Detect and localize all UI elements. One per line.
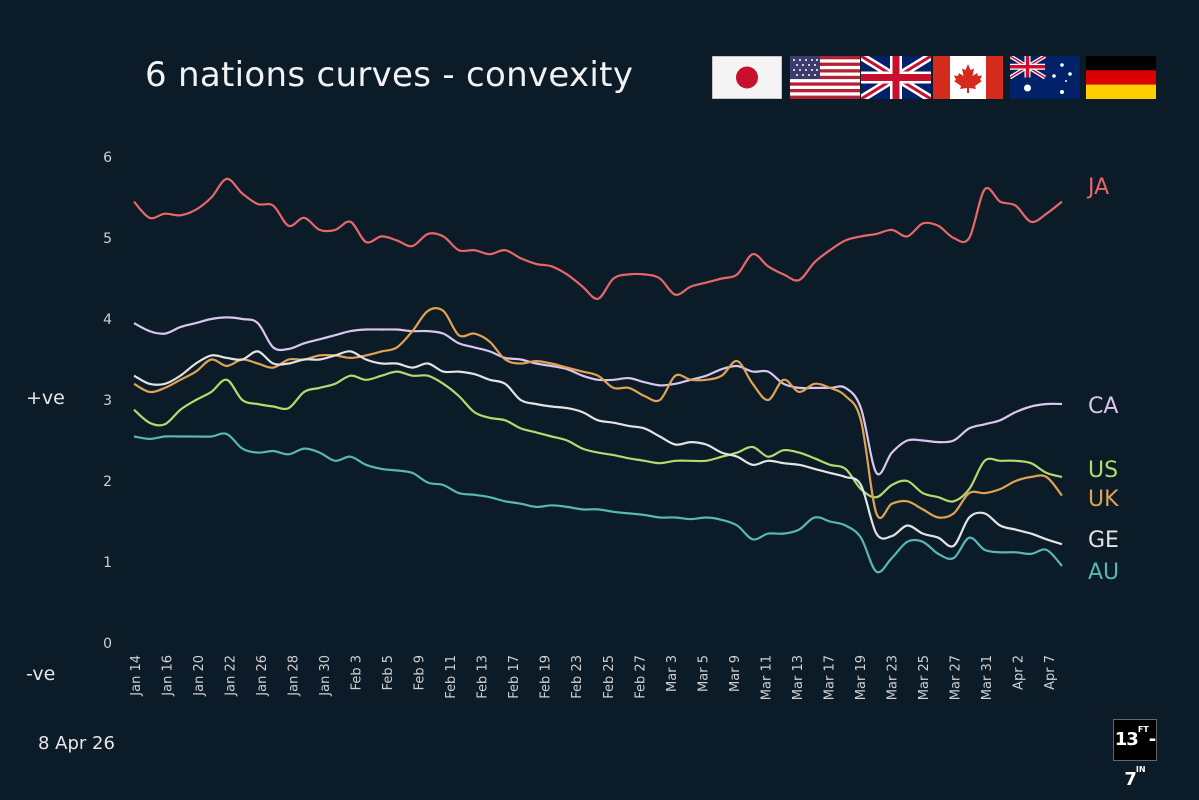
y-tick-label: 6	[103, 150, 112, 166]
logo-main: 13	[1114, 729, 1139, 750]
x-tick-label: Mar 13	[791, 655, 806, 700]
logo-dash: -	[1148, 729, 1157, 750]
y-tick-label: 1	[103, 555, 112, 571]
x-tick-label: Feb 11	[444, 655, 459, 699]
japan-flag-icon	[712, 56, 782, 99]
positive-label: +ve	[26, 387, 65, 409]
uk-flag-icon	[861, 56, 931, 99]
y-tick-label: 4	[103, 312, 112, 328]
series-line-au	[133, 432, 1063, 574]
x-tick-label: Jan 20	[192, 655, 207, 697]
series-line-ca	[133, 316, 1063, 476]
x-tick-label: Feb 25	[602, 655, 617, 699]
series-line-ja	[133, 177, 1063, 300]
y-tick-label: 5	[103, 231, 112, 247]
x-tick-label: Mar 27	[948, 655, 963, 700]
series-label-uk: UK	[1088, 487, 1119, 512]
x-tick-label: Jan 26	[255, 655, 270, 697]
usa-flag-icon	[790, 56, 860, 99]
y-tick-label: 3	[103, 393, 112, 409]
x-tick-label: Jan 22	[224, 655, 239, 697]
page-title: 6 nations curves - convexity	[145, 55, 634, 95]
x-tick-label: Mar 17	[822, 655, 837, 700]
brand-logo: 13FT-7IN	[1113, 719, 1157, 790]
logo-sup1: FT	[1137, 725, 1149, 734]
series-line-ge	[133, 350, 1063, 548]
x-tick-label: Feb 27	[633, 655, 648, 699]
x-tick-label: Feb 19	[539, 655, 554, 699]
logo-main2: 7	[1124, 769, 1136, 790]
x-tick-label: Mar 25	[917, 655, 932, 700]
x-tick-label: Jan 30	[318, 655, 333, 697]
date-label: 8 Apr 26	[38, 733, 115, 754]
x-tick-label: Mar 19	[854, 655, 869, 700]
x-tick-label: Apr 2	[1011, 655, 1026, 690]
x-tick-label: Feb 17	[507, 655, 522, 699]
x-tick-label: Mar 9	[728, 655, 743, 692]
series-line-uk	[133, 307, 1063, 520]
negative-label: -ve	[26, 663, 56, 685]
x-tick-label: Feb 23	[570, 655, 585, 699]
logo-sup2: IN	[1135, 765, 1146, 774]
y-tick-label: 0	[103, 636, 112, 652]
canada-flag-icon	[933, 56, 1003, 99]
x-tick-label: Feb 9	[413, 655, 428, 690]
series-label-ca: CA	[1088, 394, 1118, 419]
series-label-us: US	[1088, 458, 1118, 483]
germany-flag-icon	[1086, 56, 1156, 99]
series-label-ge: GE	[1088, 528, 1119, 553]
australia-flag-icon	[1010, 56, 1080, 99]
x-tick-label: Mar 31	[980, 655, 995, 700]
x-tick-label: Mar 11	[759, 655, 774, 700]
x-tick-label: Feb 13	[476, 655, 491, 699]
x-tick-label: Feb 5	[381, 655, 396, 690]
x-tick-label: Mar 5	[696, 655, 711, 692]
series-label-ja: JA	[1086, 175, 1109, 200]
x-tick-label: Jan 16	[161, 655, 176, 697]
x-tick-label: Apr 7	[1043, 655, 1058, 690]
x-tick-label: Feb 3	[350, 655, 365, 690]
x-tick-label: Mar 3	[665, 655, 680, 692]
series-label-au: AU	[1088, 560, 1119, 585]
line-chart: 0 1 2 3 4 5 6 Jan 14 Jan 16 Jan 20 Jan 22 Jan 26 Ja…	[103, 150, 1119, 700]
y-tick-label: 2	[103, 474, 112, 490]
x-tick-label: Jan 28	[287, 655, 302, 697]
series-line-us	[133, 370, 1063, 503]
x-tick-label: Mar 23	[885, 655, 900, 700]
x-tick-label: Jan 14	[129, 655, 144, 697]
